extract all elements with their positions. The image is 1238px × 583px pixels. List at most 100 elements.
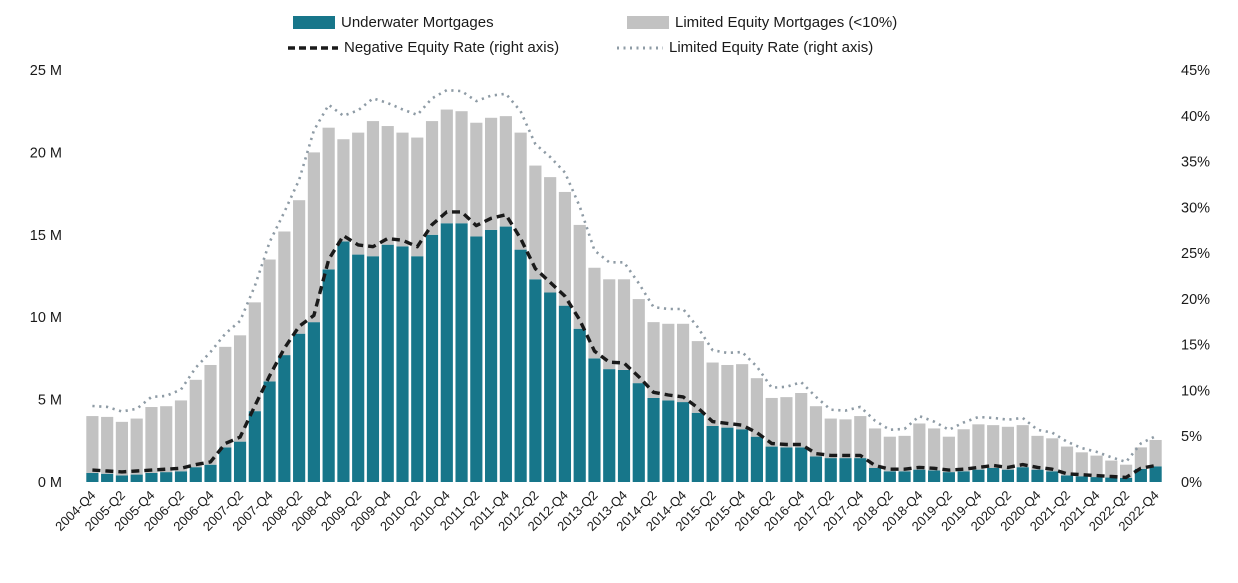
bar-underwater (721, 427, 734, 482)
bar-underwater (750, 436, 763, 482)
bar-limited-equity (883, 436, 896, 472)
bar-underwater (883, 471, 896, 482)
legend-label-negative-rate: Negative Equity Rate (right axis) (344, 39, 560, 56)
left-axis-tick-label: 10 M (30, 310, 62, 326)
bar-limited-equity (160, 406, 173, 473)
bar-limited-equity (1090, 455, 1103, 478)
legend-label-limited-rate: Limited Equity Rate (right axis) (669, 39, 874, 56)
bar-limited-equity (130, 418, 143, 475)
bar-underwater (603, 369, 616, 482)
bar-limited-equity (1016, 425, 1029, 468)
bar-limited-equity (795, 393, 808, 448)
bar-underwater (544, 292, 557, 482)
bar-underwater (691, 412, 704, 482)
bar-underwater (529, 279, 542, 482)
bar-underwater (381, 244, 394, 482)
bar-underwater (470, 236, 483, 482)
bar-limited-equity (115, 421, 128, 476)
bar-limited-equity (1149, 439, 1162, 467)
bar-underwater (1105, 477, 1118, 482)
legend-label-limited-equity: Limited Equity Mortgages (<10%) (675, 14, 898, 31)
right-axis-tick-label: 40% (1181, 109, 1210, 125)
bar-underwater (928, 470, 941, 482)
bar-underwater (942, 472, 955, 482)
bar-underwater (425, 234, 439, 482)
bar-underwater (913, 469, 926, 482)
bar-limited-equity (470, 122, 483, 237)
bar-limited-equity (381, 126, 394, 245)
bar-limited-equity (293, 200, 306, 334)
left-axis-tick-label: 25 M (30, 63, 62, 79)
left-axis-tick-label: 20 M (30, 145, 62, 161)
bar-limited-equity (691, 341, 704, 413)
bar-underwater (780, 447, 793, 482)
bar-underwater (101, 473, 114, 482)
bar-limited-equity (957, 429, 970, 472)
bar-limited-equity (824, 418, 837, 459)
bar-limited-equity (322, 127, 335, 270)
bar-limited-equity (233, 335, 247, 442)
bar-limited-equity (1075, 452, 1088, 477)
bar-underwater (676, 402, 690, 482)
bar-underwater (1046, 471, 1059, 482)
bar-limited-equity (972, 424, 985, 470)
bar-underwater (632, 383, 645, 482)
bar-limited-equity (101, 416, 114, 474)
bar-underwater (307, 322, 320, 482)
bar-underwater (411, 256, 424, 482)
bar-underwater (972, 469, 985, 482)
bar-underwater (352, 254, 365, 482)
bar-limited-equity (1105, 460, 1118, 478)
left-axis-tick-label: 15 M (30, 228, 62, 244)
bar-limited-equity (928, 428, 941, 471)
legend-label-underwater: Underwater Mortgages (341, 14, 494, 31)
bar-underwater (736, 429, 749, 482)
bar-limited-equity (706, 362, 719, 426)
bar-underwater (647, 397, 660, 482)
bar-limited-equity (219, 346, 232, 448)
bar-limited-equity (248, 302, 261, 412)
right-axis-tick-label: 45% (1181, 63, 1210, 79)
bar-underwater (145, 472, 158, 482)
right-axis-tick-label: 30% (1181, 200, 1210, 216)
bar-limited-equity (839, 419, 852, 459)
bar-underwater (396, 246, 409, 482)
right-axis-tick-label: 5% (1181, 429, 1202, 445)
bar-limited-equity (780, 397, 793, 448)
bar-limited-equity (765, 397, 778, 447)
bar-underwater (987, 467, 1000, 482)
legend-item-limited-equity-rate: Limited Equity Rate (right axis) (617, 39, 873, 56)
bar-underwater (233, 441, 247, 482)
bar-underwater (115, 475, 128, 482)
bar-underwater (617, 369, 631, 482)
bar-limited-equity (440, 109, 453, 224)
bar-limited-equity (573, 224, 586, 329)
bar-underwater (765, 446, 778, 482)
bar-limited-equity (204, 364, 217, 465)
bar-underwater (868, 467, 882, 482)
bar-underwater (809, 456, 823, 482)
bar-underwater (1016, 467, 1029, 482)
bar-limited-equity (86, 416, 99, 473)
bar-underwater (189, 467, 202, 482)
bar-limited-equity (485, 117, 498, 230)
bar-limited-equity (396, 132, 409, 247)
bar-underwater (854, 458, 867, 482)
bar-limited-equity (632, 299, 645, 384)
bar-underwater (662, 400, 675, 482)
bar-underwater (219, 447, 232, 482)
bar-limited-equity (189, 379, 202, 468)
bar-limited-equity (529, 165, 542, 280)
dashed-line-swatch (288, 45, 338, 50)
bar-limited-equity (263, 259, 276, 382)
bar-limited-equity (662, 323, 675, 401)
right-axis-tick-label: 15% (1181, 338, 1210, 354)
bar-limited-equity (647, 322, 660, 398)
bar-limited-equity (1060, 446, 1074, 476)
bar-underwater (366, 256, 380, 482)
bar-underwater (514, 249, 527, 482)
bar-underwater (573, 328, 586, 482)
bar-limited-equity (1046, 438, 1059, 472)
bar-underwater (485, 229, 498, 482)
bar-limited-equity (750, 378, 763, 437)
